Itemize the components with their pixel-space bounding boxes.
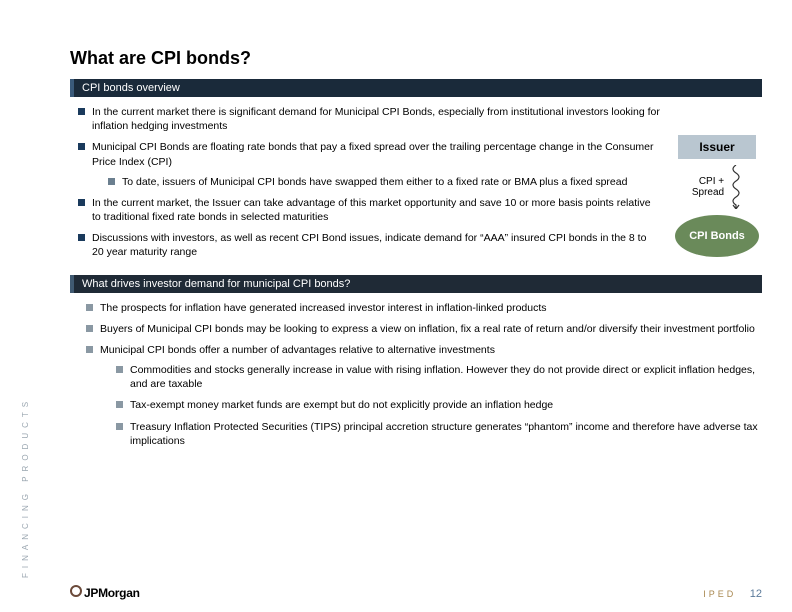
flow-diagram: Issuer CPI + Spread CPI Bonds	[672, 105, 762, 267]
bullet-text: Buyers of Municipal CPI bonds may be loo…	[100, 323, 755, 335]
jpmorgan-logo: JPMorgan	[70, 586, 140, 600]
section1-bullets: In the current market there is significa…	[70, 105, 660, 260]
bullet-text: Discussions with investors, as well as r…	[92, 232, 646, 258]
page-number: 12	[750, 588, 762, 600]
section2-header: What drives investor demand for municipa…	[70, 275, 762, 293]
logo-circle-icon	[70, 585, 82, 597]
sub-bullet-text: To date, issuers of Municipal CPI bonds …	[122, 176, 627, 188]
bullet-text: In the current market, the Issuer can ta…	[92, 197, 651, 223]
page-title: What are CPI bonds?	[70, 48, 762, 69]
footer-label: IPED	[703, 589, 736, 599]
bond-node: CPI Bonds	[675, 215, 759, 257]
bullet-text: In the current market there is significa…	[92, 106, 660, 132]
squiggle-icon	[730, 165, 742, 209]
flow-label: CPI + Spread	[692, 176, 724, 198]
bullet-text: Municipal CPI bonds offer a number of ad…	[100, 344, 495, 356]
logo-text: JPMorgan	[84, 586, 140, 600]
sub-bullet-text: Commodities and stocks generally increas…	[130, 364, 755, 390]
issuer-node: Issuer	[678, 135, 756, 159]
section2-bullets: The prospects for inflation have generat…	[70, 301, 762, 448]
bullet-text: The prospects for inflation have generat…	[100, 302, 547, 314]
bullet-text: Municipal CPI Bonds are floating rate bo…	[92, 141, 654, 167]
sidebar-label: FINANCING PRODUCTS	[21, 397, 30, 578]
footer-right: IPED 12	[703, 588, 762, 600]
sub-bullet-text: Treasury Inflation Protected Securities …	[130, 421, 758, 447]
section1-header: CPI bonds overview	[70, 79, 762, 97]
sub-bullet-text: Tax-exempt money market funds are exempt…	[130, 399, 553, 411]
